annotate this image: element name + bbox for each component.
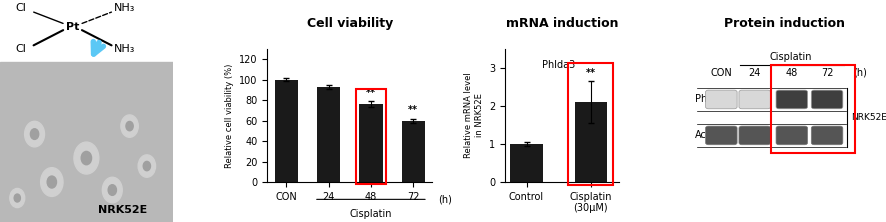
Text: 24: 24 bbox=[749, 68, 761, 78]
Text: Cl: Cl bbox=[15, 44, 27, 54]
Text: **: ** bbox=[366, 88, 376, 98]
Text: Actin: Actin bbox=[696, 130, 720, 141]
Bar bbox=[510, 144, 542, 182]
Circle shape bbox=[120, 115, 138, 137]
Y-axis label: Relative cell viability (%): Relative cell viability (%) bbox=[224, 63, 234, 168]
Bar bbox=[401, 121, 424, 182]
FancyBboxPatch shape bbox=[776, 90, 807, 109]
Text: CON: CON bbox=[711, 68, 732, 78]
Text: (h): (h) bbox=[853, 68, 867, 78]
Text: (h): (h) bbox=[438, 194, 452, 204]
Text: **: ** bbox=[408, 105, 418, 115]
Circle shape bbox=[30, 129, 39, 139]
Bar bbox=[275, 79, 298, 182]
Circle shape bbox=[14, 194, 20, 202]
Bar bbox=[0, 62, 173, 222]
Circle shape bbox=[10, 188, 25, 208]
Circle shape bbox=[138, 155, 156, 177]
Circle shape bbox=[82, 151, 91, 165]
FancyBboxPatch shape bbox=[776, 126, 807, 145]
Bar bbox=[356, 89, 386, 184]
Text: NH₃: NH₃ bbox=[113, 3, 135, 13]
Text: Pt: Pt bbox=[66, 22, 79, 32]
FancyBboxPatch shape bbox=[705, 126, 737, 145]
Text: NH₃: NH₃ bbox=[113, 44, 135, 54]
Circle shape bbox=[47, 176, 57, 188]
Circle shape bbox=[144, 161, 151, 171]
FancyBboxPatch shape bbox=[812, 126, 843, 145]
Text: Cisplatin: Cisplatin bbox=[350, 209, 392, 219]
Text: NRK52E: NRK52E bbox=[851, 113, 886, 122]
Circle shape bbox=[103, 177, 122, 203]
Circle shape bbox=[74, 142, 99, 174]
Text: **: ** bbox=[586, 68, 596, 78]
Bar bbox=[360, 104, 383, 182]
Text: 72: 72 bbox=[820, 68, 834, 78]
FancyArrowPatch shape bbox=[93, 42, 104, 54]
Bar bbox=[317, 87, 340, 182]
Bar bbox=[772, 65, 855, 153]
Bar bbox=[569, 63, 613, 185]
Text: 48: 48 bbox=[786, 68, 798, 78]
FancyBboxPatch shape bbox=[739, 90, 771, 109]
Circle shape bbox=[108, 185, 116, 195]
Text: Cell viability: Cell viability bbox=[307, 17, 392, 30]
Bar bbox=[575, 102, 607, 182]
Text: Cl: Cl bbox=[15, 3, 27, 13]
Text: mRNA induction: mRNA induction bbox=[506, 17, 618, 30]
FancyBboxPatch shape bbox=[739, 126, 771, 145]
Text: NRK52E: NRK52E bbox=[97, 205, 147, 215]
Y-axis label: Relative mRNA level
in NRK52E: Relative mRNA level in NRK52E bbox=[464, 73, 484, 158]
Circle shape bbox=[126, 121, 133, 131]
Text: Phlda3: Phlda3 bbox=[696, 94, 728, 105]
Text: Protein induction: Protein induction bbox=[724, 17, 845, 30]
FancyBboxPatch shape bbox=[812, 90, 843, 109]
Circle shape bbox=[41, 168, 63, 196]
Text: Phlda3: Phlda3 bbox=[542, 60, 575, 70]
FancyBboxPatch shape bbox=[705, 90, 737, 109]
Text: Cisplatin: Cisplatin bbox=[770, 52, 812, 61]
Circle shape bbox=[25, 121, 44, 147]
